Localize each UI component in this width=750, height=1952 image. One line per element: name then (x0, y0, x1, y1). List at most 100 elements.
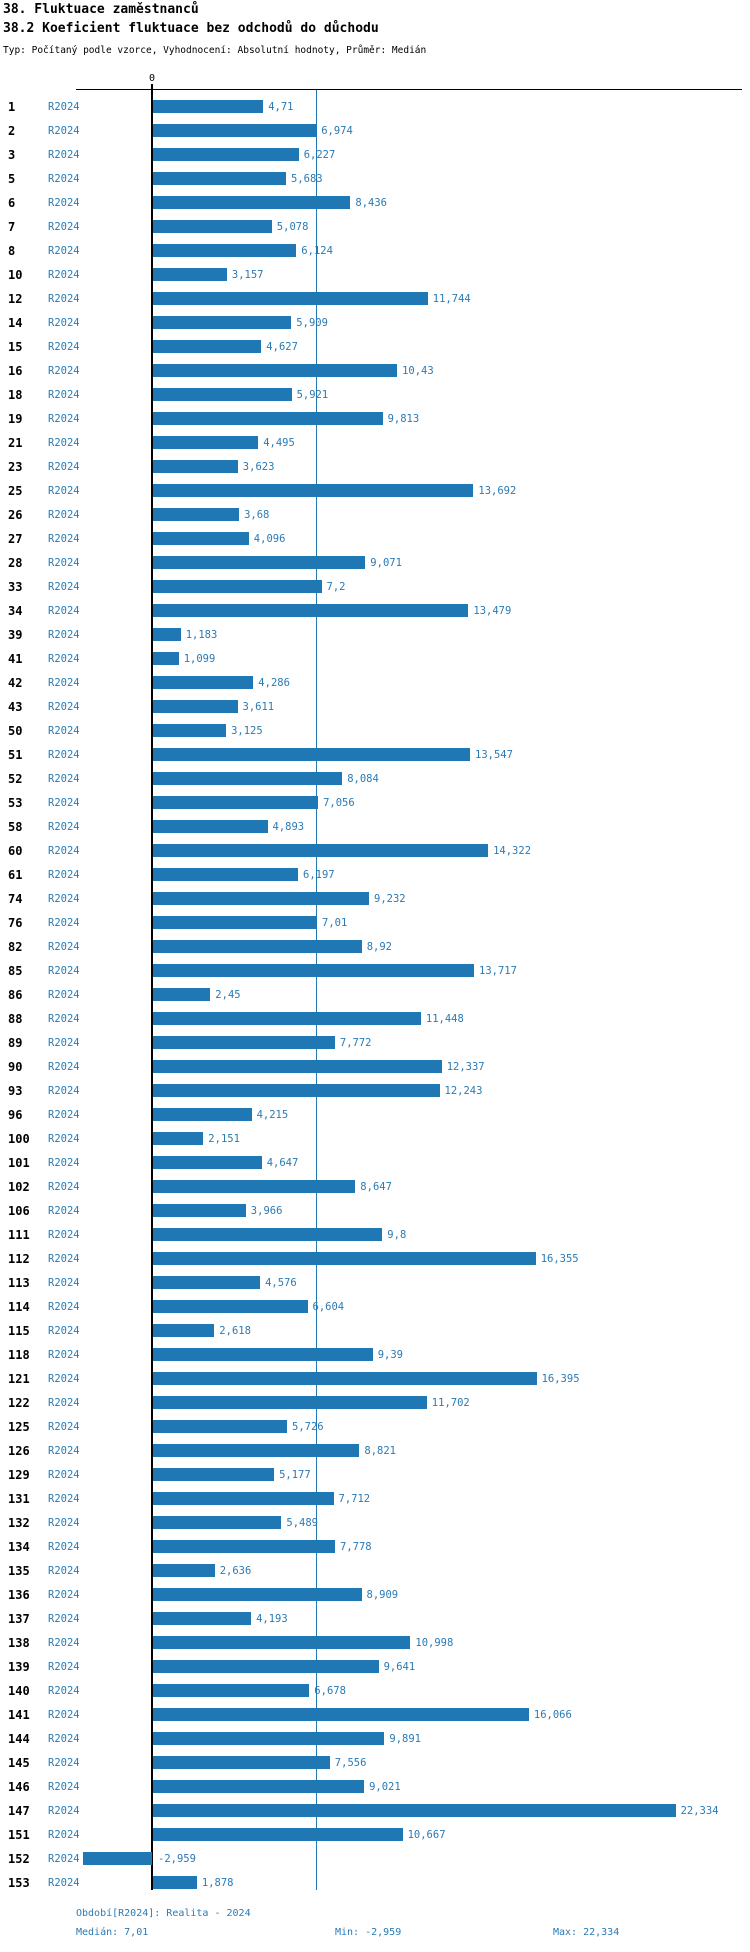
chart-row: 85 R2024 13,717 (0, 959, 750, 983)
chart-row: 152 R2024 -2,959 (0, 1847, 750, 1871)
row-bar (153, 172, 286, 185)
row-index: 2 (8, 124, 16, 138)
row-bar (153, 1180, 356, 1193)
row-index: 139 (8, 1660, 30, 1674)
chart-row: 8 R2024 6,124 (0, 239, 750, 263)
chart-row: 76 R2024 7,01 (0, 911, 750, 935)
chart-row: 132 R2024 5,489 (0, 1511, 750, 1535)
row-value-label: 4,286 (258, 677, 290, 689)
row-index: 41 (8, 652, 23, 666)
row-value-label: 9,641 (383, 1661, 416, 1673)
chart-row: 126 R2024 8,821 (0, 1439, 750, 1463)
row-bar (153, 1348, 373, 1361)
row-index: 151 (8, 1828, 30, 1842)
row-value-label: 4,215 (256, 1109, 289, 1121)
row-index: 10 (8, 268, 23, 282)
row-index: 3 (8, 148, 16, 162)
row-index: 61 (8, 868, 23, 882)
row-index: 141 (8, 1708, 30, 1722)
row-series-label: R2024 (48, 1637, 80, 1649)
row-value-label: 9,232 (374, 893, 406, 905)
row-index: 100 (8, 1132, 30, 1146)
row-bar (153, 316, 292, 329)
row-value-label: 8,821 (364, 1445, 396, 1457)
row-value-label: 1,183 (185, 629, 218, 641)
row-index: 39 (8, 628, 23, 642)
row-series-label: R2024 (48, 1709, 80, 1721)
row-bar (153, 1372, 537, 1385)
row-bar (153, 676, 254, 689)
row-value-label: 7,556 (334, 1757, 367, 1769)
row-index: 26 (8, 508, 23, 522)
row-value-label: 5,177 (279, 1469, 311, 1481)
row-series-label: R2024 (48, 173, 80, 185)
row-series-label: R2024 (48, 1661, 80, 1673)
row-series-label: R2024 (48, 917, 80, 929)
row-index: 88 (8, 1012, 23, 1026)
row-index: 131 (8, 1492, 30, 1506)
row-value-label: 1,878 (201, 1877, 234, 1889)
row-index: 121 (8, 1372, 30, 1386)
row-bar (153, 244, 297, 257)
row-index: 43 (8, 700, 23, 714)
chart-row: 145 R2024 7,556 (0, 1751, 750, 1775)
row-bar (153, 484, 474, 497)
chart-rows: 1 R2024 4,71 2 R2024 6,974 3 R2024 6,227 5 R2024 5,… (0, 95, 750, 1895)
row-value-label: 13,692 (478, 485, 517, 497)
row-index: 132 (8, 1516, 30, 1530)
row-bar (153, 1204, 246, 1217)
row-value-label: 11,448 (425, 1013, 464, 1025)
row-bar (153, 340, 262, 353)
row-value-label: 3,68 (244, 509, 270, 521)
chart-row: 15 R2024 4,627 (0, 335, 750, 359)
chart-row: 41 R2024 1,099 (0, 647, 750, 671)
row-series-label: R2024 (48, 269, 80, 281)
chart-row: 129 R2024 5,177 (0, 1463, 750, 1487)
row-bar (153, 1684, 310, 1697)
row-index: 82 (8, 940, 23, 954)
row-series-label: R2024 (48, 869, 80, 881)
row-bar (153, 220, 272, 233)
row-index: 27 (8, 532, 23, 546)
row-series-label: R2024 (48, 1685, 80, 1697)
chart-row: 34 R2024 13,479 (0, 599, 750, 623)
row-index: 33 (8, 580, 23, 594)
row-bar (153, 1660, 379, 1673)
row-bar (153, 964, 474, 977)
row-bar (153, 1780, 365, 1793)
row-index: 129 (8, 1468, 30, 1482)
row-bar (153, 580, 322, 593)
row-bar (153, 196, 351, 209)
row-index: 85 (8, 964, 23, 978)
row-value-label: 9,39 (377, 1349, 403, 1361)
top-axis-line (76, 89, 742, 90)
row-bar (153, 1564, 215, 1577)
chart-row: 90 R2024 12,337 (0, 1055, 750, 1079)
row-value-label: 9,813 (387, 413, 420, 425)
chart-row: 53 R2024 7,056 (0, 791, 750, 815)
chart-row: 50 R2024 3,125 (0, 719, 750, 743)
row-series-label: R2024 (48, 437, 80, 449)
row-bar (153, 1444, 360, 1457)
row-index: 19 (8, 412, 23, 426)
row-value-label: 9,8 (387, 1229, 407, 1241)
row-bar (153, 892, 369, 905)
row-bar (153, 388, 292, 401)
row-value-label: 7,056 (323, 797, 355, 809)
chart-row: 146 R2024 9,021 (0, 1775, 750, 1799)
row-bar (153, 124, 317, 137)
row-value-label: 12,243 (444, 1085, 483, 1097)
row-series-label: R2024 (48, 677, 80, 689)
row-value-label: 1,099 (183, 653, 216, 665)
row-index: 136 (8, 1588, 30, 1602)
row-index: 147 (8, 1804, 30, 1818)
chart-row: 39 R2024 1,183 (0, 623, 750, 647)
row-bar (153, 292, 428, 305)
row-series-label: R2024 (48, 701, 80, 713)
row-series-label: R2024 (48, 1037, 80, 1049)
chart-row: 10 R2024 3,157 (0, 263, 750, 287)
row-index: 34 (8, 604, 23, 618)
row-bar (153, 604, 469, 617)
chart-row: 137 R2024 4,193 (0, 1607, 750, 1631)
row-index: 111 (8, 1228, 30, 1242)
